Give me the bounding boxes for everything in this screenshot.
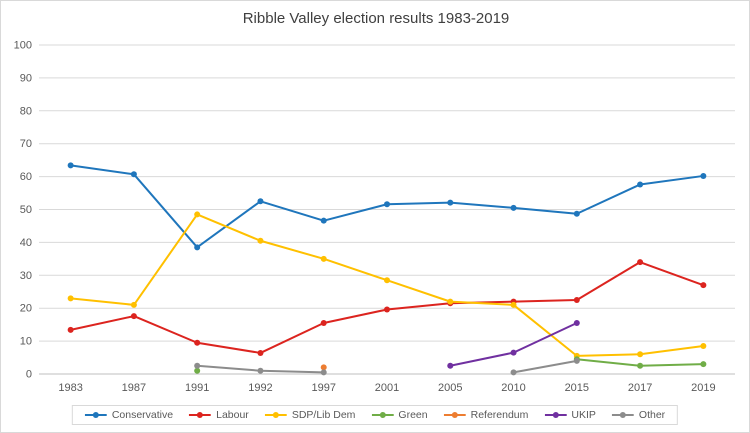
chart-svg: Ribble Valley election results 1983-2019…: [14, 10, 735, 394]
legend-item-sdp-lib-dem: SDP/Lib Dem: [264, 409, 356, 421]
legend-label: Green: [398, 409, 428, 421]
y-tick-label: 40: [20, 237, 32, 249]
x-tick-label: 1997: [311, 382, 335, 394]
legend-item-ukip: UKIP: [544, 409, 596, 421]
legend-item-labour: Labour: [189, 409, 249, 421]
x-tick-label: 2017: [628, 382, 652, 394]
chart-legend: Conservative Labour SDP/Lib Dem Green Refere…: [71, 405, 679, 425]
y-tick-label: 70: [20, 138, 32, 150]
legend-line-marker-icon: [544, 412, 567, 418]
legend-line-marker-icon: [611, 412, 634, 418]
y-tick-label: 80: [20, 105, 32, 117]
legend-label: UKIP: [571, 409, 596, 421]
x-tick-label: 2010: [501, 382, 525, 394]
x-tick-label: 1983: [58, 382, 82, 394]
x-tick-label: 2005: [438, 382, 462, 394]
legend-item-conservative: Conservative: [84, 409, 174, 421]
x-tick-label: 1992: [248, 382, 272, 394]
legend-item-green: Green: [371, 409, 428, 421]
legend-item-other: Other: [611, 409, 666, 421]
x-axis-labels: 1983 1987 1991 1992 1997 2001 2005 2010 2015 2017…: [58, 382, 715, 394]
series-ukip: [447, 320, 580, 369]
legend-label: Conservative: [111, 409, 174, 421]
series-conservative: [67, 162, 707, 251]
legend-item-referendum: Referendum: [443, 409, 529, 421]
gridlines: [39, 44, 735, 375]
legend-line-marker-icon: [371, 412, 394, 418]
series-sdp-lib-dem: [67, 211, 707, 359]
y-tick-label: 10: [20, 336, 32, 348]
y-tick-label: 0: [26, 369, 32, 381]
legend-label: Other: [638, 409, 666, 421]
legend-label: Labour: [216, 409, 249, 421]
series-referendum: [320, 364, 327, 371]
y-tick-label: 20: [20, 303, 32, 315]
x-tick-label: 1987: [122, 382, 146, 394]
y-tick-label: 100: [14, 40, 32, 52]
x-tick-label: 2019: [691, 382, 715, 394]
legend-label: SDP/Lib Dem: [291, 409, 356, 421]
legend-label: Referendum: [470, 409, 529, 421]
y-axis-labels: 0 10 20 30 40 50 60 70 80 90 100: [14, 40, 32, 381]
y-tick-label: 50: [20, 204, 32, 216]
x-tick-label: 1991: [185, 382, 209, 394]
legend-line-marker-icon: [443, 412, 466, 418]
y-tick-label: 90: [20, 72, 32, 84]
chart-series: [67, 162, 707, 376]
series-other: [194, 357, 580, 376]
y-tick-label: 60: [20, 171, 32, 183]
x-tick-label: 2001: [375, 382, 399, 394]
x-tick-label: 2015: [565, 382, 589, 394]
legend-line-marker-icon: [84, 412, 107, 418]
legend-line-marker-icon: [189, 412, 212, 418]
y-tick-label: 30: [20, 270, 32, 282]
chart-title: Ribble Valley election results 1983-2019: [243, 10, 510, 27]
legend-line-marker-icon: [264, 412, 287, 418]
